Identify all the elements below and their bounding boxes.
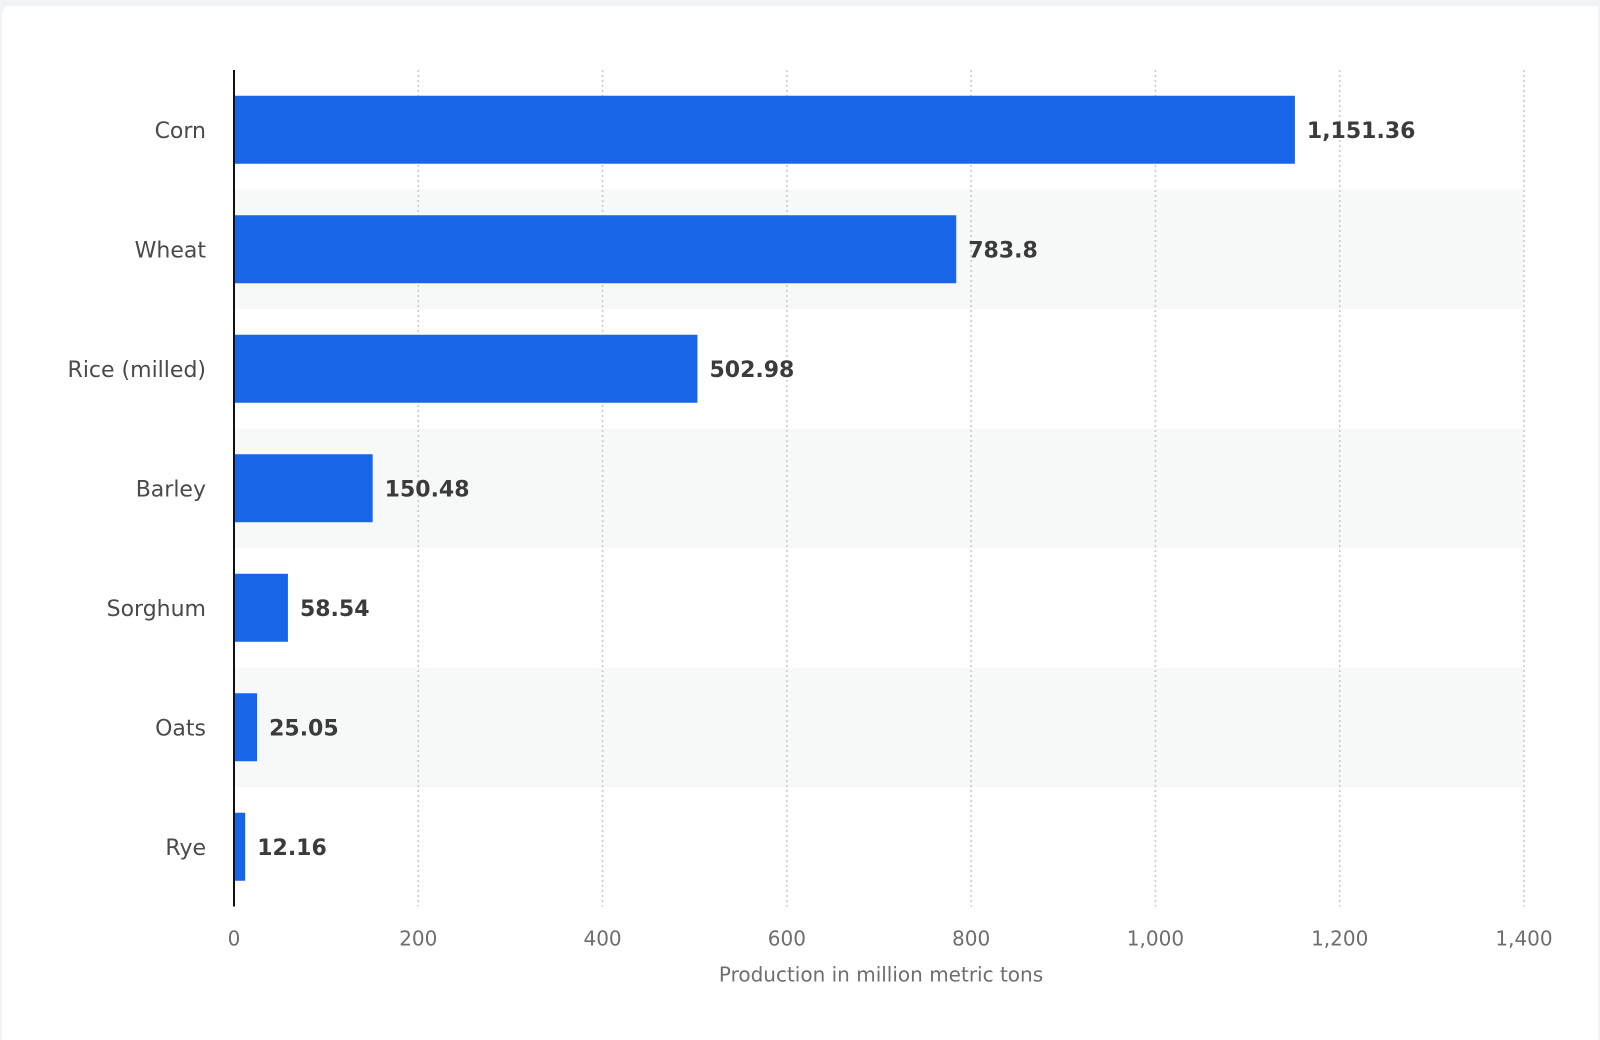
bar[interactable] [234,215,957,284]
bar[interactable] [234,454,373,523]
x-tick-label: 1,400 [1495,927,1552,951]
x-tick-label: 0 [228,927,241,951]
category-label: Sorghum [107,597,206,622]
category-labels: Corn Wheat Rice (milled) Barley Sorghum Oats R… [68,119,207,861]
bar[interactable] [234,95,1295,164]
row-band [234,428,1524,548]
bar[interactable] [234,812,246,881]
bar[interactable] [234,573,288,642]
bar[interactable] [234,693,258,762]
value-label: 12.16 [257,836,327,861]
value-label: 150.48 [385,477,470,502]
value-label: 25.05 [269,716,339,741]
category-label: Oats [155,716,206,741]
category-label: Corn [155,119,206,144]
x-tick-label: 1,200 [1311,927,1368,951]
x-tick-label: 600 [768,927,806,951]
row-band [234,667,1524,787]
value-label: 783.8 [968,238,1038,263]
x-tick-label: 200 [399,927,437,951]
value-label: 502.98 [709,358,794,383]
value-labels: 1,151.36 783.8 502.98 150.48 58.54 25.05 12.16 [257,119,1415,861]
x-tick-label: 400 [583,927,621,951]
bars [234,95,1295,881]
category-label: Rice (milled) [68,358,206,383]
x-tick-labels: 0 200 400 600 800 1,000 1,200 1,400 [228,927,1553,951]
bar[interactable] [234,334,698,403]
value-label: 1,151.36 [1307,119,1416,144]
value-label: 58.54 [300,597,370,622]
x-axis-title: Production in million metric tons [719,963,1043,987]
category-label: Barley [136,477,206,502]
category-label: Wheat [135,238,207,263]
x-tick-label: 800 [952,927,990,951]
x-tick-label: 1,000 [1127,927,1184,951]
category-label: Rye [165,836,206,861]
